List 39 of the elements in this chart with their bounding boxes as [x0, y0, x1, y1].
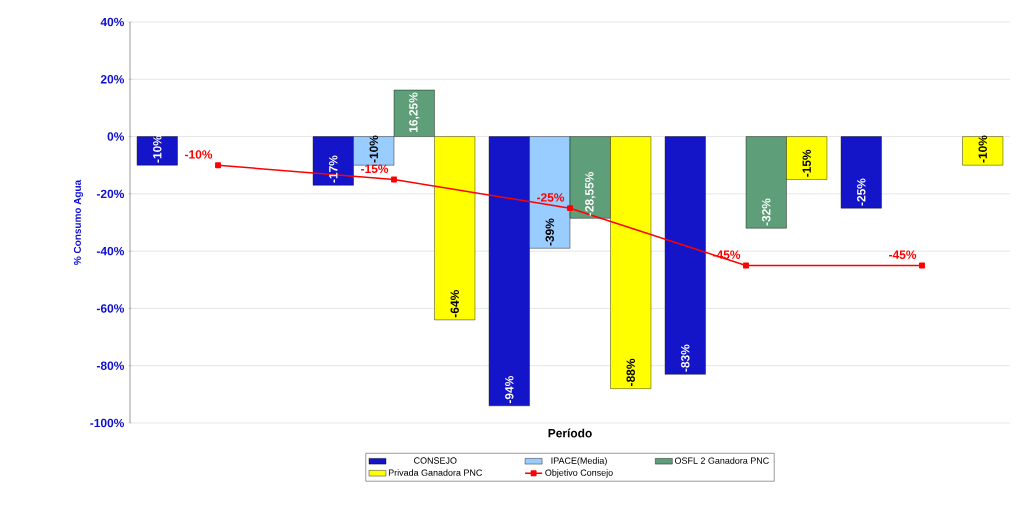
y-tick-label: -60% [96, 304, 125, 313]
data-label: -25% [537, 193, 565, 202]
y-tick-label: 0% [107, 132, 125, 141]
text: CONSEJO [414, 457, 457, 464]
legend-label: Objetivo Consejo [545, 469, 613, 478]
data-label: -15% [361, 164, 389, 174]
data-label: -28,55% [585, 171, 596, 216]
data-label: -10% [185, 150, 213, 159]
y-axis-title: % Consumo Agua [73, 179, 83, 265]
data-label: -10% [978, 135, 987, 163]
data-label: -10% [369, 135, 378, 163]
x-axis-title: Período [548, 428, 592, 438]
point [391, 176, 397, 183]
data-label: -64% [450, 290, 459, 318]
y-tick-label: 20% [100, 75, 125, 84]
data-label: -45% [889, 250, 917, 259]
data-label: -25% [857, 178, 866, 206]
legend-label: OSFL 2 Ganadora PNC [674, 457, 769, 464]
data-label: 16,25% [409, 92, 420, 133]
data-label: -45% [713, 250, 741, 259]
data-label: -83% [681, 344, 690, 372]
y-tick-label: -20% [96, 189, 125, 199]
point [919, 262, 925, 269]
data-label: -17% [329, 155, 338, 183]
data-label: -94% [505, 376, 514, 404]
point [215, 162, 221, 169]
legend-label: IPACE(Media) [551, 457, 607, 466]
data-label: -39% [545, 218, 555, 246]
y-tick-label: 40% [100, 17, 125, 27]
y-tick-label: -100% [90, 418, 125, 428]
y-tick-label: -80% [96, 361, 125, 370]
y-tick-label: -40% [96, 246, 125, 256]
point [743, 262, 749, 269]
data-label: -15% [802, 149, 811, 177]
data-label: -32% [762, 198, 771, 226]
legend-label: Privada Ganadora PNC [388, 469, 483, 476]
point [567, 205, 573, 212]
data-label: -88% [626, 358, 635, 386]
data-label: -10% [153, 135, 162, 163]
